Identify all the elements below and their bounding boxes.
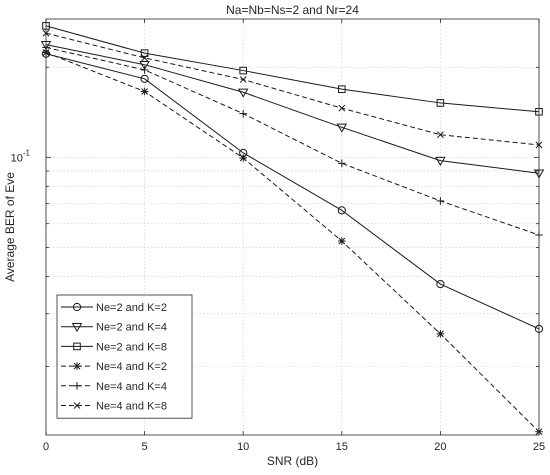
data-point xyxy=(140,66,149,74)
data-point xyxy=(437,131,444,139)
legend-entry: Ne=4 and K=4 xyxy=(61,381,167,393)
data-point xyxy=(239,154,247,162)
y-tick-label: 10-1 xyxy=(11,148,31,164)
data-series xyxy=(40,22,545,436)
data-point xyxy=(337,206,346,215)
legend: Ne=2 and K=2 Ne=2 and K=4 Ne=2 and K=8 Ne=4… xyxy=(56,294,193,419)
data-point xyxy=(140,49,149,57)
data-point xyxy=(141,54,148,62)
legend-label: Ne=2 and K=4 xyxy=(96,322,167,334)
x-tick-label: 0 xyxy=(43,441,49,453)
x-tick-label: 10 xyxy=(237,441,249,453)
marker-stroke xyxy=(338,237,346,245)
marker-stroke xyxy=(73,402,81,409)
legend-marker xyxy=(73,342,81,351)
marker-stroke xyxy=(141,54,148,62)
marker-stroke xyxy=(141,88,148,95)
data-point xyxy=(338,237,346,245)
legend-entry: Ne=4 and K=8 xyxy=(61,401,167,413)
axis-ticks: 0 5 10 15 20 25 10-1 xyxy=(11,19,545,453)
legend-label: Ne=4 and K=2 xyxy=(96,361,167,373)
legend-marker xyxy=(72,302,82,312)
legend-label: Ne=4 and K=8 xyxy=(96,401,167,413)
legend-entry: Ne=4 and K=2 xyxy=(61,361,167,373)
chart-title: Na=Nb=Ns=2 and Nr=24 xyxy=(226,3,359,17)
marker-stroke xyxy=(239,154,247,162)
data-point xyxy=(338,85,346,93)
series-line xyxy=(45,25,540,113)
data-point xyxy=(139,61,150,71)
series-line xyxy=(45,46,540,236)
grid-lines xyxy=(45,19,540,435)
series-plus xyxy=(42,43,543,239)
y-axis-label: Average BER of Eve xyxy=(3,172,17,282)
data-point xyxy=(140,87,149,96)
marker-stroke xyxy=(338,104,346,112)
legend-label: Ne=2 and K=2 xyxy=(96,302,167,314)
series-line xyxy=(45,52,540,433)
x-tick-label: 5 xyxy=(142,441,148,453)
series-line xyxy=(45,44,540,174)
data-point xyxy=(338,159,346,168)
data-point xyxy=(239,76,247,83)
data-point xyxy=(336,123,348,133)
plot-frame xyxy=(45,18,540,436)
legend-marker xyxy=(73,382,81,390)
marker-stroke xyxy=(437,131,444,139)
legend-entry: Ne=2 and K=2 xyxy=(61,302,167,314)
legend-label: Ne=2 and K=8 xyxy=(96,341,167,353)
x-tick-label: 15 xyxy=(336,441,348,453)
data-point xyxy=(338,104,346,112)
marker-stroke xyxy=(73,362,81,370)
data-point xyxy=(436,99,445,107)
legend-entry: Ne=2 and K=8 xyxy=(61,341,167,353)
marker-stroke xyxy=(239,76,247,83)
legend-entry: Ne=2 and K=4 xyxy=(61,322,167,334)
marker-stroke xyxy=(437,330,444,338)
data-point xyxy=(436,197,445,205)
data-point xyxy=(436,279,445,289)
series-line xyxy=(45,32,540,146)
data-point xyxy=(237,88,249,98)
x-axis-label: SNR (dB) xyxy=(267,454,318,468)
x-tick-label: 20 xyxy=(434,441,446,453)
data-point xyxy=(436,330,445,338)
legend-marker xyxy=(71,323,83,333)
legend-box xyxy=(56,294,193,419)
data-point xyxy=(239,66,247,75)
series-circle xyxy=(41,49,544,334)
legend-marker xyxy=(73,362,81,370)
legend-label: Ne=4 and K=4 xyxy=(96,381,167,393)
x-tick-label: 25 xyxy=(533,441,545,453)
data-point xyxy=(239,109,247,118)
data-point xyxy=(140,74,149,83)
series-square xyxy=(42,22,543,116)
legend-marker xyxy=(73,402,81,409)
series-line xyxy=(45,53,540,330)
data-point xyxy=(435,156,446,167)
